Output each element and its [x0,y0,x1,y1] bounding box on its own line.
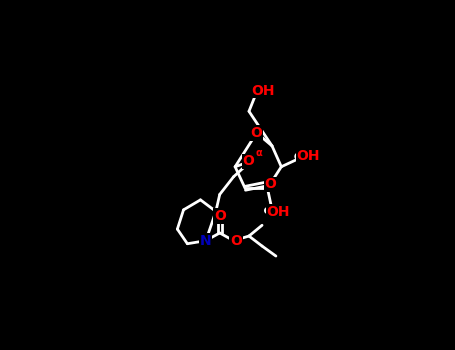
Text: O: O [242,154,254,168]
Text: O: O [251,126,263,140]
Text: α: α [255,148,262,158]
Text: OH: OH [267,205,290,219]
Text: N: N [200,234,212,248]
Text: OH: OH [297,149,320,163]
Text: O: O [265,177,277,191]
Text: OH: OH [251,84,274,98]
Text: O: O [214,209,226,223]
Text: O: O [230,234,242,248]
